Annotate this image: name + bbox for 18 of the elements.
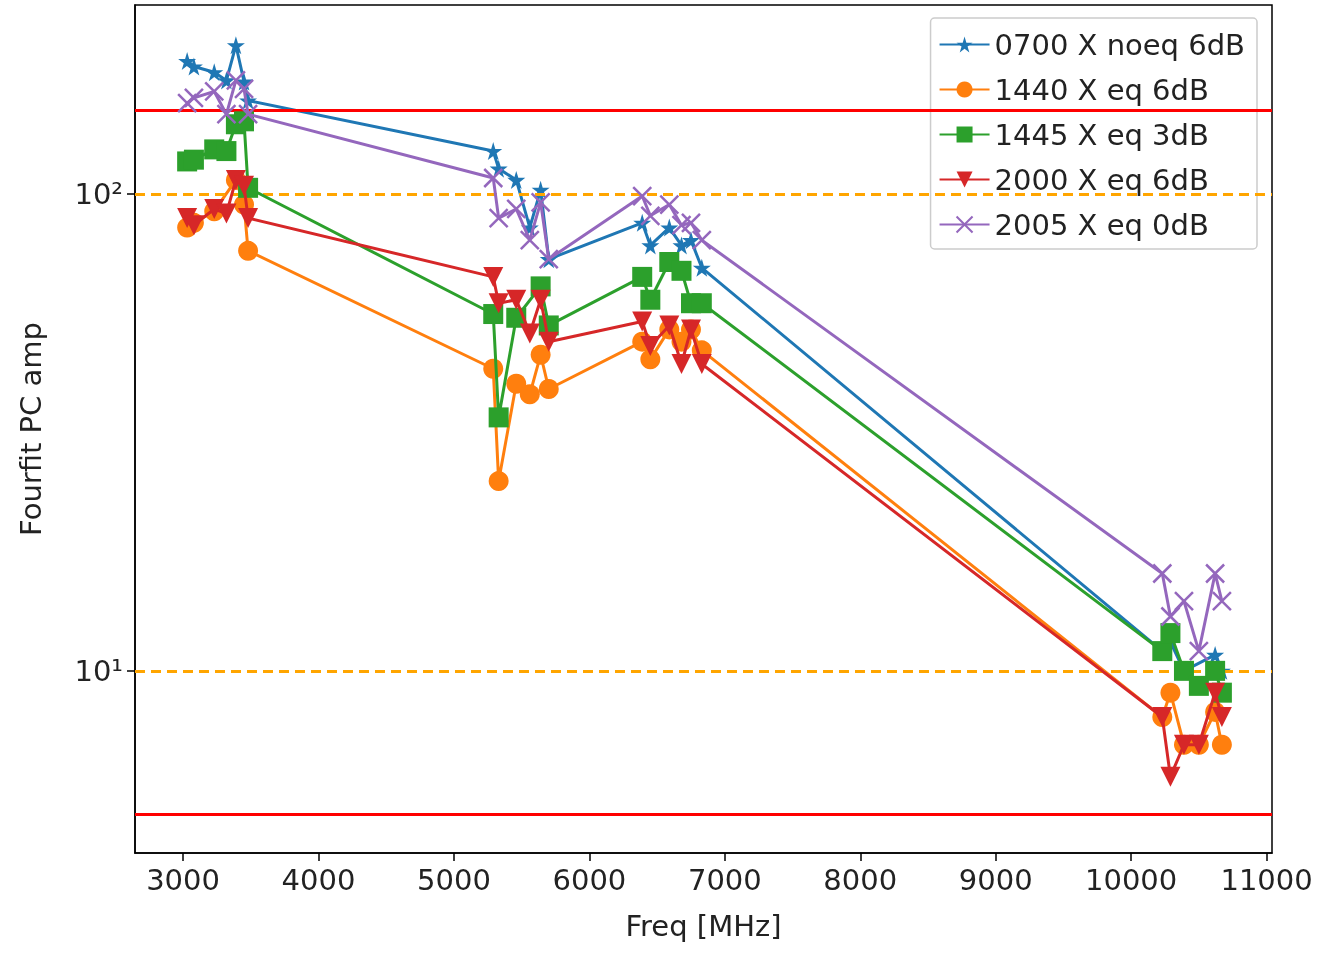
legend-label: 1440 X eq 6dB xyxy=(994,72,1209,107)
x-tick-label: 4000 xyxy=(281,862,356,897)
x-tick-label: 6000 xyxy=(552,862,627,897)
x-tick-label: 11000 xyxy=(1220,862,1313,897)
legend-label: 2005 X eq 0dB xyxy=(994,207,1209,242)
x-tick-label: 5000 xyxy=(417,862,491,897)
y-tick-label: 10¹ xyxy=(74,653,123,688)
x-tick-label: 10000 xyxy=(1085,862,1178,897)
legend-label: 2000 X eq 6dB xyxy=(994,162,1209,197)
x-tick-label: 8000 xyxy=(823,862,898,897)
y-axis-title: Fourfit PC amp xyxy=(13,322,48,536)
x-tick-label: 3000 xyxy=(146,862,220,897)
legend-label: 1445 X eq 3dB xyxy=(994,117,1209,152)
legend-label: 0700 X noeq 6dB xyxy=(994,27,1245,62)
x-axis-title: Freq [MHz] xyxy=(625,908,782,943)
y-tick-label: 10² xyxy=(74,176,123,211)
x-tick-label: 9000 xyxy=(958,862,1033,897)
x-tick-label: 7000 xyxy=(687,862,762,897)
